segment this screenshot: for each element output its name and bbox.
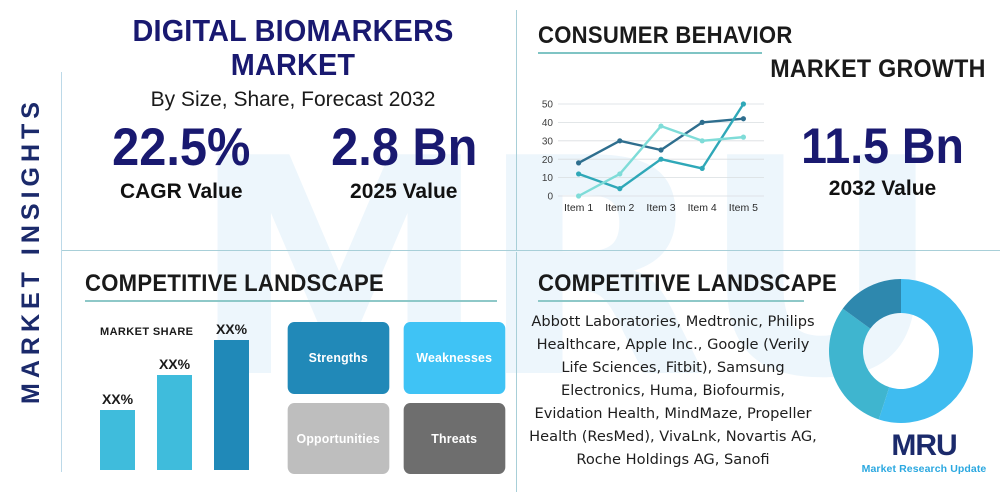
- swot-cell-threats[interactable]: Threats: [403, 402, 505, 474]
- svg-text:40: 40: [542, 118, 554, 129]
- svg-text:0: 0: [547, 192, 553, 203]
- bar-rect: [157, 375, 192, 470]
- market-growth-heading: MARKET GROWTH: [770, 55, 986, 83]
- page-title: DIGITAL BIOMARKERS MARKET: [132, 13, 454, 82]
- swot-cell-opportunities[interactable]: Opportunities: [287, 402, 389, 474]
- logo-mark: MRU: [891, 429, 957, 462]
- vertical-divider-top: [516, 10, 517, 250]
- consumer-behavior-underline: [538, 52, 762, 54]
- logo-tagline: Market Research Update: [861, 463, 987, 475]
- side-rail-divider: [61, 72, 62, 472]
- bar-value-label: XX%: [101, 391, 134, 408]
- kpi-2025: 2.8 Bn 2025 Value: [293, 118, 516, 228]
- bar-rect: [100, 410, 135, 470]
- kpi-2032-label: 2032 Value: [828, 177, 937, 200]
- kpi-cagr-value: 22.5%: [112, 118, 251, 177]
- kpi-row: 22.5% CAGR Value 2.8 Bn 2025 Value: [70, 118, 515, 228]
- competitive-landscape-right-underline: [538, 300, 804, 302]
- swot-cell-label: Threats: [430, 430, 477, 446]
- kpi-2025-value: 2.8 Bn: [330, 118, 477, 177]
- swot-cell-label: Strengths: [308, 350, 368, 366]
- swot-cell-label: Weaknesses: [415, 350, 492, 366]
- consumer-behavior-heading: CONSUMER BEHAVIOR: [538, 22, 793, 49]
- svg-text:20: 20: [542, 155, 554, 166]
- swot-cell-weaknesses[interactable]: Weaknesses: [403, 322, 505, 394]
- competitive-landscape-left-heading: COMPETITIVE LANDSCAPE: [85, 270, 384, 297]
- market-share-bar-chart: XX% XX% XX%: [100, 321, 265, 470]
- bar-column: XX%: [157, 356, 192, 470]
- svg-text:Item 2: Item 2: [605, 202, 634, 214]
- donut-segment: [842, 279, 901, 329]
- svg-text:50: 50: [542, 100, 554, 111]
- svg-text:Item 5: Item 5: [729, 202, 758, 214]
- side-rail: MARKET INSIGHTS: [0, 0, 62, 500]
- kpi-2032: 11.5 Bn 2032 Value: [770, 118, 995, 201]
- kpi-cagr-label: CAGR Value: [119, 180, 243, 203]
- competitive-landscape-right-heading: COMPETITIVE LANDSCAPE: [538, 270, 837, 297]
- side-rail-label: MARKET INSIGHTS: [16, 96, 45, 404]
- swot-cell-label: Opportunities: [296, 430, 380, 446]
- svg-text:Item 4: Item 4: [688, 202, 717, 214]
- swot-grid: Strengths Weaknesses Opportunities Threats: [285, 322, 507, 474]
- svg-text:10: 10: [542, 173, 554, 184]
- svg-text:Item 3: Item 3: [646, 202, 675, 214]
- horizontal-divider: [62, 250, 1000, 251]
- donut-segment: [878, 279, 973, 423]
- svg-text:30: 30: [542, 136, 554, 147]
- bar-column: XX%: [100, 391, 135, 470]
- company-list: Abbott Laboratories, Medtronic, Philips …: [529, 313, 817, 468]
- donut-segment: [829, 308, 890, 420]
- market-share-label: MARKET SHARE: [100, 326, 194, 338]
- kpi-cagr: 22.5% CAGR Value: [70, 118, 293, 228]
- bar-value-label: XX%: [158, 356, 191, 373]
- swot-cell-strengths[interactable]: Strengths: [287, 322, 389, 394]
- bar-column: XX%: [214, 321, 249, 470]
- svg-text:Item 1: Item 1: [564, 202, 593, 214]
- vertical-divider-bottom: [516, 252, 517, 492]
- kpi-2025-label: 2025 Value: [350, 180, 458, 203]
- kpi-2032-value: 11.5 Bn: [801, 118, 964, 174]
- bar-rect: [214, 340, 249, 470]
- market-share-donut-chart: [829, 279, 973, 423]
- competitive-landscape-left-underline: [85, 300, 497, 302]
- bar-value-label: XX%: [215, 321, 248, 338]
- page-subtitle: By Size, Share, Forecast 2032: [150, 88, 436, 111]
- brand-logo: MRU Market Research Update: [852, 429, 996, 476]
- market-growth-line-chart: 0 10 20 30 40 50 Item 1 Item 2 Item 3 Item 4 Item …: [542, 100, 764, 214]
